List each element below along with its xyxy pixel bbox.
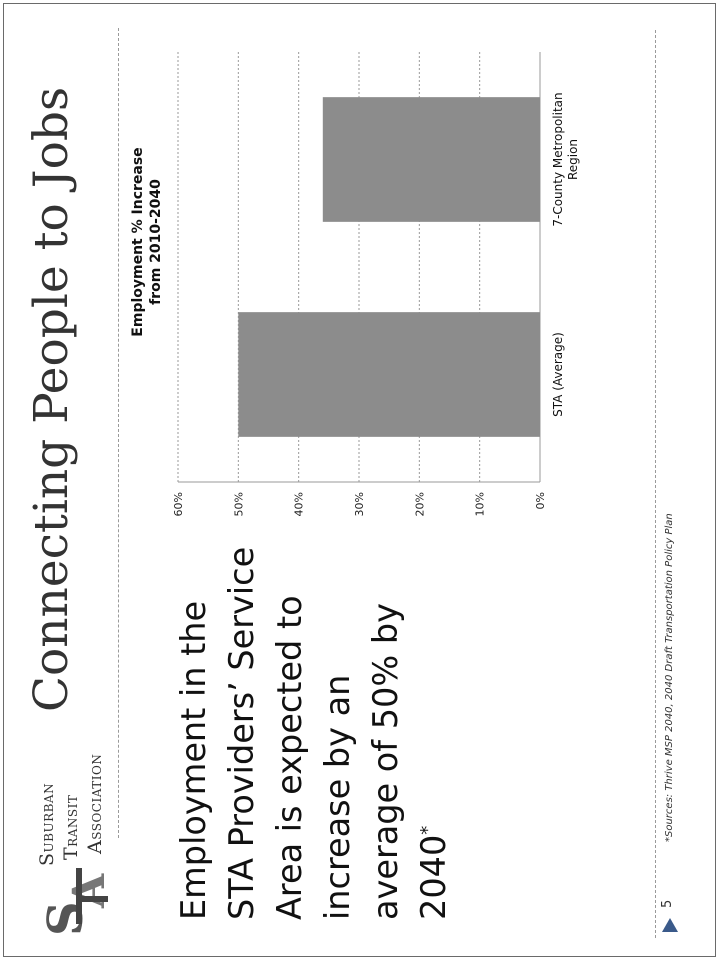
org-line-suburban: SUBURBAN [36, 782, 58, 866]
y-tick-label: 50% [232, 492, 245, 516]
bar-metro-region [322, 97, 540, 222]
footnote-mark: * [417, 825, 438, 835]
x-category-label: STA (Average) [551, 332, 565, 417]
logo-letter-s: S [38, 901, 94, 936]
y-tick-label: 60% [172, 492, 185, 516]
chart-title-line-1: Employment % Increase [130, 147, 146, 336]
x-category-label: 7-County Metropolitan [551, 92, 565, 226]
slide-frame [3, 3, 716, 957]
slide-body-text: Employment in the STA Providers’ Service… [170, 540, 458, 920]
x-category-label: Region [566, 139, 580, 180]
y-tick-label: 20% [413, 492, 426, 516]
employment-bar-chart: 0% 10% 20% 30% 40% 50% 60% STA (Average) 7-Coun… [130, 52, 580, 516]
footer-divider [655, 30, 656, 938]
chart-x-axis: STA (Average) 7-County Metropolitan Region [551, 92, 580, 416]
y-tick-label: 10% [474, 492, 487, 516]
y-tick-label: 40% [293, 492, 306, 516]
source-note: *Sources: Thrive MSP 2040, 2040 Draft Tr… [664, 513, 675, 842]
arrow-right-icon [662, 918, 678, 932]
y-tick-label: 0% [534, 492, 547, 509]
chart-title-line-2: from 2010-2040 [148, 179, 164, 305]
bar-sta-average [238, 312, 540, 437]
logo-letter-a: A [64, 873, 112, 909]
sta-logo: S A [30, 848, 115, 938]
org-line-association: ASSOCIATION [84, 753, 106, 854]
logo-t-stem [76, 896, 108, 902]
sta-logo-mark: S A [38, 868, 115, 936]
y-tick-label: 30% [353, 492, 366, 516]
chart-y-axis: 0% 10% 20% 30% 40% 50% 60% [172, 492, 547, 516]
page-number: 5 [660, 899, 675, 908]
org-line-transit: TRANSIT [60, 794, 82, 860]
slide-title: Connecting People to Jobs [24, 86, 79, 712]
body-text-main: Employment in the STA Providers’ Service… [174, 546, 453, 920]
chart-bars [238, 97, 540, 437]
title-divider [118, 28, 119, 838]
